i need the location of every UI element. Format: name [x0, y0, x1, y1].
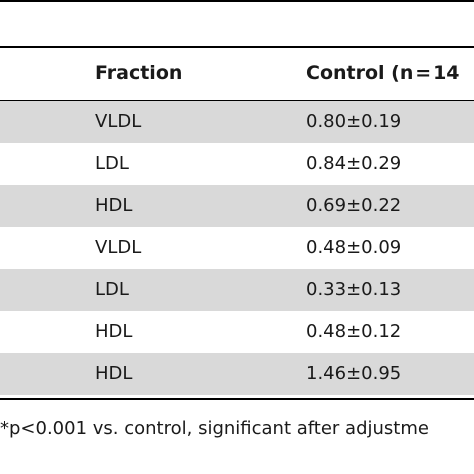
table-row: HDL 1.46±0.95 — [0, 353, 474, 395]
cell-fraction: VLDL — [95, 237, 142, 258]
cell-fraction: LDL — [95, 279, 129, 300]
table-row: VLDL 0.48±0.09 — [0, 227, 474, 269]
table-bottom-rule — [0, 398, 474, 400]
cell-control: 0.69±0.22 — [306, 195, 402, 216]
cell-control: 1.46±0.95 — [306, 363, 402, 384]
cell-fraction: HDL — [95, 321, 133, 342]
cell-control: 0.84±0.29 — [306, 153, 402, 174]
table-header: Fraction Control (n = 14 — [0, 48, 474, 100]
table-row: HDL 0.69±0.22 — [0, 185, 474, 227]
cell-fraction: HDL — [95, 363, 133, 384]
table-title-rule — [0, 46, 474, 48]
table-row: VLDL 0.80±0.19 — [0, 101, 474, 143]
table-footnote: *p<0.001 vs. control, significant after … — [0, 418, 429, 439]
cell-control: 0.33±0.13 — [306, 279, 402, 300]
cell-control: 0.48±0.12 — [306, 321, 402, 342]
cell-control: 0.80±0.19 — [306, 111, 402, 132]
cell-fraction: LDL — [95, 153, 129, 174]
table-body: VLDL 0.80±0.19 LDL 0.84±0.29 HDL 0.69±0.… — [0, 101, 474, 395]
cell-fraction: HDL — [95, 195, 133, 216]
table-header-rule — [0, 100, 474, 101]
table-row: LDL 0.84±0.29 — [0, 143, 474, 185]
header-fraction: Fraction — [95, 62, 183, 84]
table-row: LDL 0.33±0.13 — [0, 269, 474, 311]
table-top-rule — [0, 0, 474, 2]
header-control: Control (n = 14 — [306, 62, 460, 84]
cell-control: 0.48±0.09 — [306, 237, 402, 258]
table-row: HDL 0.48±0.12 — [0, 311, 474, 353]
cell-fraction: VLDL — [95, 111, 142, 132]
